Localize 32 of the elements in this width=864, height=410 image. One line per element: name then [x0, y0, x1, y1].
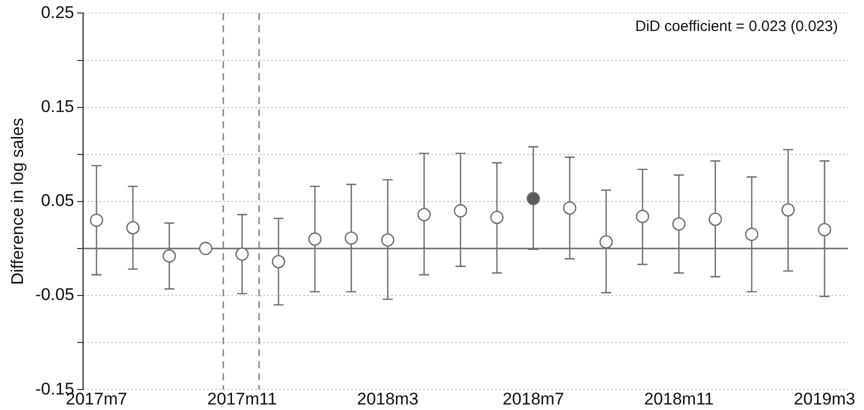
y-axis-title: Difference in log sales: [8, 118, 27, 285]
point: [235, 247, 249, 261]
y-tick-label: 0.15: [41, 96, 74, 116]
point: [781, 203, 795, 217]
point: [126, 221, 140, 234]
point: [745, 228, 758, 241]
point: [708, 212, 722, 226]
x-tick-label: 2018m3: [356, 389, 418, 408]
point: [308, 232, 322, 246]
point: [272, 254, 286, 268]
y-tick-label: 0.25: [41, 2, 74, 22]
point: [199, 242, 212, 256]
point: [526, 192, 540, 206]
x-tick-label: 2017m11: [207, 389, 277, 408]
point: [563, 201, 576, 215]
point: [599, 235, 613, 249]
y-tick-label: -0.05: [35, 285, 74, 304]
point: [818, 222, 832, 236]
x-tick-label: 2019m3: [794, 389, 856, 408]
annotation: DiD coefficient = 0.023 (0.023): [635, 18, 838, 35]
point: [381, 233, 394, 247]
point: [636, 210, 650, 224]
point: [672, 217, 686, 231]
point: [454, 204, 468, 218]
point: [490, 210, 504, 224]
point: [417, 208, 431, 222]
x-tick-label: 2018m7: [502, 389, 564, 408]
point: [162, 249, 176, 263]
y-tick-label: 0.05: [41, 191, 74, 210]
x-tick-label: 2018m11: [644, 389, 714, 408]
point: [90, 214, 104, 227]
point: [344, 231, 358, 245]
